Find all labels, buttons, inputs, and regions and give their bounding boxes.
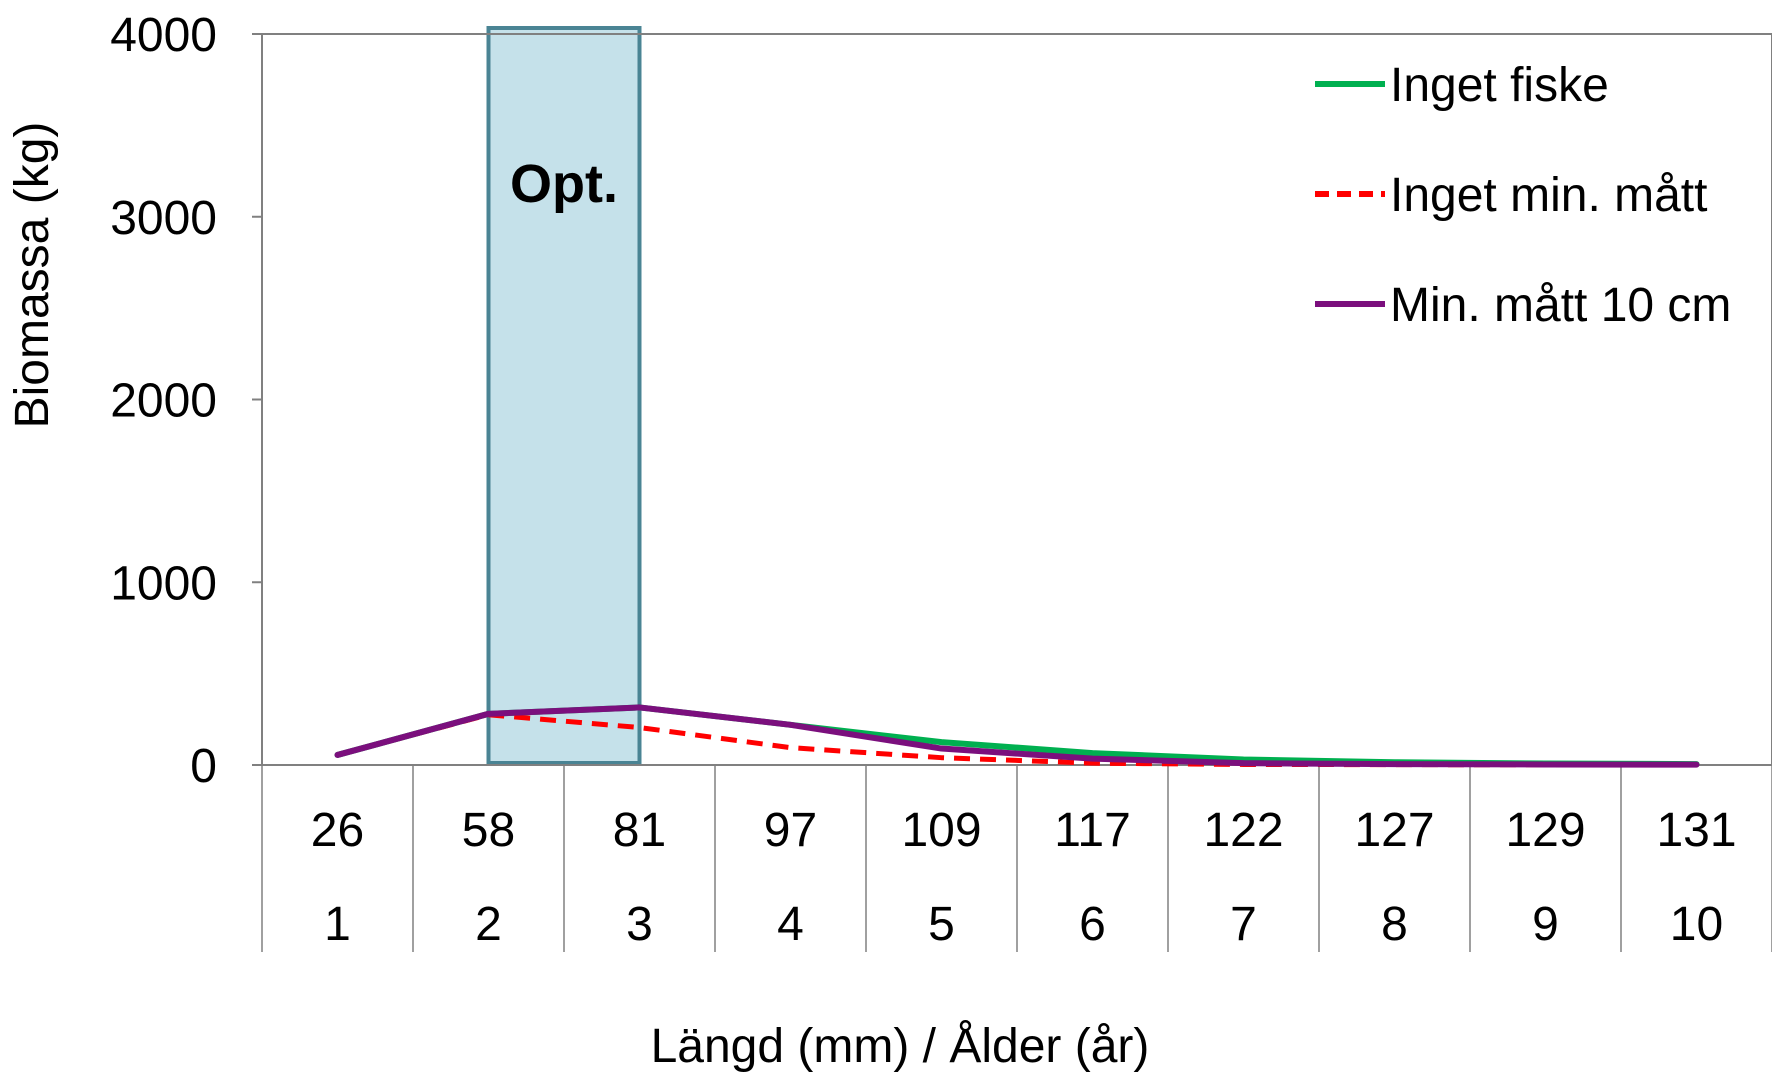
optimum-label: Opt. <box>510 154 618 214</box>
x-tick-label-length: 26 <box>311 804 364 857</box>
x-axis-label: Längd (mm) / Ålder (år) <box>651 1020 1150 1073</box>
optimum-band <box>486 26 642 765</box>
x-tick-label-length: 97 <box>764 804 817 857</box>
y-tick-label: 4000 <box>110 9 217 62</box>
y-tick-label: 0 <box>190 740 217 793</box>
series-line-2 <box>336 712 1697 768</box>
x-tick-label-length: 122 <box>1203 804 1283 857</box>
x-tick-label-length: 131 <box>1656 804 1736 857</box>
x-tick-label-age: 10 <box>1670 898 1723 951</box>
legend-label: Min. mått 10 cm <box>1390 279 1731 332</box>
x-tick-label-age: 6 <box>1079 898 1106 951</box>
x-tick-label-length: 58 <box>462 804 515 857</box>
x-tick-label-age: 4 <box>777 898 804 951</box>
x-tick-label-length: 129 <box>1505 804 1585 857</box>
x-tick-label-age: 1 <box>324 898 351 951</box>
x-tick-label-length: 81 <box>613 804 666 857</box>
x-tick-label-length: 127 <box>1354 804 1434 857</box>
y-tick-label: 3000 <box>110 192 217 245</box>
x-tick-label-length: 109 <box>901 804 981 857</box>
legend-label: Inget fiske <box>1390 59 1609 112</box>
x-tick-label-age: 9 <box>1532 898 1559 951</box>
x-tick-label-age: 2 <box>475 898 502 951</box>
x-tick-label-age: 8 <box>1381 898 1408 951</box>
x-tick-label-age: 5 <box>928 898 955 951</box>
y-axis-label: Biomassa (kg) <box>6 122 59 429</box>
legend-label: Inget min. mått <box>1390 169 1707 222</box>
y-tick-label: 1000 <box>110 557 217 610</box>
x-tick-label-age: 7 <box>1230 898 1257 951</box>
x-tick-label-length: 117 <box>1054 804 1131 857</box>
series-line-3 <box>334 704 1700 768</box>
x-tick-label-age: 3 <box>626 898 653 951</box>
y-tick-label: 2000 <box>110 375 217 428</box>
